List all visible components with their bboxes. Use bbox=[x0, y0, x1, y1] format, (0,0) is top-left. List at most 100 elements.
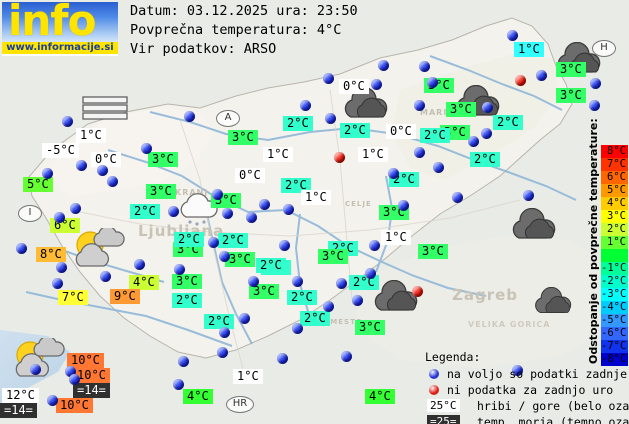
station-dot-available[interactable] bbox=[369, 240, 380, 251]
station-dot-available[interactable] bbox=[208, 237, 219, 248]
temperature-badge: 4°C bbox=[365, 389, 395, 404]
temperature-badge: 1°C bbox=[233, 369, 263, 384]
station-dot-available[interactable] bbox=[292, 276, 303, 287]
temperature-badge: 0°C bbox=[235, 168, 265, 183]
temperature-badge: 2°C bbox=[218, 233, 248, 248]
station-dot-available[interactable] bbox=[134, 259, 145, 270]
station-dot-available[interactable] bbox=[52, 278, 63, 289]
station-dot-available[interactable] bbox=[482, 102, 493, 113]
station-dot-available[interactable] bbox=[365, 268, 376, 279]
station-dot-available[interactable] bbox=[239, 313, 250, 324]
station-dot-available[interactable] bbox=[352, 295, 363, 306]
station-dot-available[interactable] bbox=[54, 212, 65, 223]
station-dot-available[interactable] bbox=[398, 200, 409, 211]
legend-row: na voljo so podatki zadnje ure bbox=[425, 366, 629, 382]
station-dot-available[interactable] bbox=[388, 168, 399, 179]
site-logo[interactable]: info www.informacije.si bbox=[2, 2, 118, 56]
station-dot-available[interactable] bbox=[452, 192, 463, 203]
station-dot-available[interactable] bbox=[62, 116, 73, 127]
station-dot-available[interactable] bbox=[16, 243, 27, 254]
station-dot-available[interactable] bbox=[69, 374, 80, 385]
station-dot-available[interactable] bbox=[371, 79, 382, 90]
station-dot-available[interactable] bbox=[259, 199, 270, 210]
temperature-badge: 3°C bbox=[355, 320, 385, 335]
station-dot-available[interactable] bbox=[219, 327, 230, 338]
scale-step bbox=[601, 249, 628, 262]
city-label: Zagreb bbox=[452, 286, 519, 304]
station-dot-available[interactable] bbox=[292, 323, 303, 334]
station-dot-available[interactable] bbox=[100, 271, 111, 282]
station-dot-available[interactable] bbox=[178, 356, 189, 367]
station-dot-available[interactable] bbox=[174, 264, 185, 275]
station-dot-available[interactable] bbox=[419, 61, 430, 72]
country-marker-h: H bbox=[592, 40, 616, 57]
scale-step: -8°C bbox=[601, 353, 628, 366]
station-dot-available[interactable] bbox=[279, 240, 290, 251]
legend-rows: na voljo so podatki zadnje ure ni podatka… bbox=[425, 366, 629, 424]
station-dot-available[interactable] bbox=[107, 176, 118, 187]
temperature-badge: 2°C bbox=[300, 311, 330, 326]
station-dot-available[interactable] bbox=[168, 206, 179, 217]
station-dot-available[interactable] bbox=[248, 276, 259, 287]
station-dot-available[interactable] bbox=[536, 70, 547, 81]
temperature-badge: 4°C bbox=[183, 389, 213, 404]
station-dot-available[interactable] bbox=[512, 365, 523, 376]
station-dot-available[interactable] bbox=[414, 147, 425, 158]
temperature-badge: 2°C bbox=[420, 128, 450, 143]
station-dot-available[interactable] bbox=[76, 160, 87, 171]
station-dot-available[interactable] bbox=[56, 262, 67, 273]
station-dot-available[interactable] bbox=[323, 73, 334, 84]
temperature-badge: 2°C bbox=[172, 293, 202, 308]
station-dot-available[interactable] bbox=[590, 78, 601, 89]
station-dot-available[interactable] bbox=[173, 379, 184, 390]
station-dot-available[interactable] bbox=[300, 100, 311, 111]
station-dot-missing[interactable] bbox=[515, 75, 526, 86]
station-dot-available[interactable] bbox=[97, 165, 108, 176]
scale-step: -5°C bbox=[601, 314, 628, 327]
station-dot-available[interactable] bbox=[468, 136, 479, 147]
station-dot-available[interactable] bbox=[30, 364, 41, 375]
scale-step: 5°C bbox=[601, 184, 628, 197]
cloud-dark-icon bbox=[531, 287, 577, 318]
station-dot-available[interactable] bbox=[507, 30, 518, 41]
temperature-badge: 1°C bbox=[263, 147, 293, 162]
station-dot-available[interactable] bbox=[246, 212, 257, 223]
station-dot-available[interactable] bbox=[42, 168, 53, 179]
station-dot-missing[interactable] bbox=[334, 152, 345, 163]
city-label: VELIKA GORICA bbox=[468, 320, 551, 329]
station-dot-available[interactable] bbox=[219, 251, 230, 262]
station-dot-available[interactable] bbox=[325, 113, 336, 124]
station-dot-available[interactable] bbox=[65, 366, 76, 377]
temperature-badge: =14= bbox=[0, 403, 37, 418]
station-dot-available[interactable] bbox=[481, 128, 492, 139]
scale-step: 1°C bbox=[601, 236, 628, 249]
station-dot-available[interactable] bbox=[378, 60, 389, 71]
station-dot-available[interactable] bbox=[212, 189, 223, 200]
station-dot-available[interactable] bbox=[70, 203, 81, 214]
station-dot-available[interactable] bbox=[141, 143, 152, 154]
legend-missing-dot-icon bbox=[429, 385, 439, 395]
station-dot-available[interactable] bbox=[277, 353, 288, 364]
temperature-badge: 1°C bbox=[76, 128, 106, 143]
station-dot-available[interactable] bbox=[323, 301, 334, 312]
station-dot-available[interactable] bbox=[341, 351, 352, 362]
legend-text: temp. morja (temno ozadje) bbox=[477, 415, 629, 424]
station-dot-available[interactable] bbox=[414, 100, 425, 111]
scale-step: -6°C bbox=[601, 327, 628, 340]
station-dot-available[interactable] bbox=[427, 77, 438, 88]
legend-text: hribi / gore (belo ozadje) bbox=[477, 399, 629, 413]
legend: Legenda: na voljo so podatki zadnje uren… bbox=[425, 349, 629, 424]
station-dot-available[interactable] bbox=[217, 347, 228, 358]
station-dot-available[interactable] bbox=[433, 162, 444, 173]
temperature-badge: 2°C bbox=[174, 232, 204, 247]
station-dot-available[interactable] bbox=[589, 100, 600, 111]
station-dot-available[interactable] bbox=[336, 278, 347, 289]
station-dot-missing[interactable] bbox=[412, 286, 423, 297]
station-dot-available[interactable] bbox=[222, 208, 233, 219]
station-dot-available[interactable] bbox=[47, 395, 58, 406]
station-dot-available[interactable] bbox=[523, 190, 534, 201]
legend-chip: 25°C bbox=[427, 399, 460, 412]
station-dot-available[interactable] bbox=[283, 204, 294, 215]
station-dot-available[interactable] bbox=[184, 111, 195, 122]
temperature-badge: =14= bbox=[73, 383, 110, 398]
